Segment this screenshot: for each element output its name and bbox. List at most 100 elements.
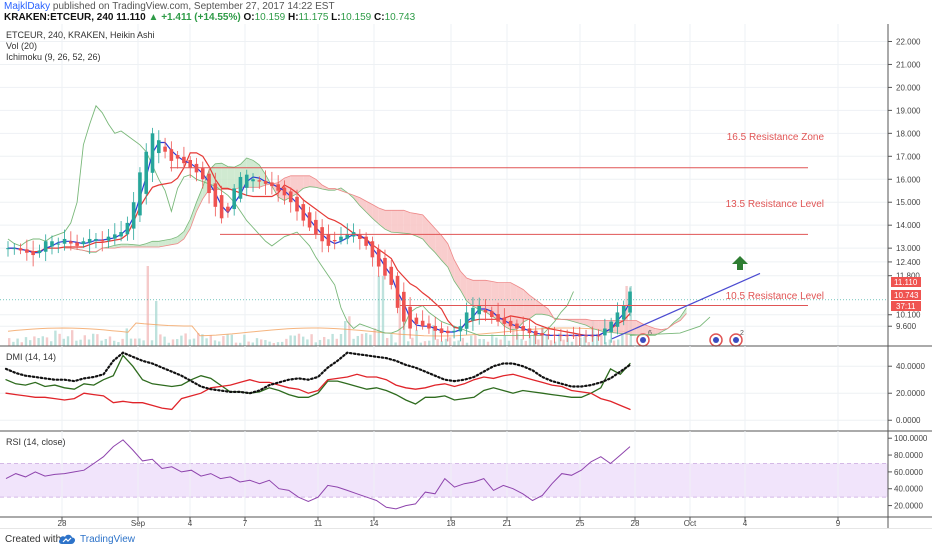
up-arrow-icon[interactable] — [732, 256, 748, 270]
candle — [263, 170, 268, 195]
candle — [615, 302, 620, 335]
rsi-tick-label: 20.0000 — [894, 502, 923, 511]
candle — [43, 234, 48, 262]
time-tick-label: 18 — [447, 519, 456, 528]
event-count: 2 — [740, 330, 744, 337]
candle — [200, 161, 205, 189]
price-tags: 11.110 10.743 37:11 — [891, 277, 921, 311]
candle — [150, 127, 155, 183]
candle — [31, 240, 35, 267]
candle — [376, 244, 381, 277]
rsi-legend: RSI (14, close) — [6, 437, 66, 447]
rsi-tick-label: 60.0000 — [894, 468, 923, 477]
dmi-series-1 — [5, 373, 631, 411]
candle — [131, 192, 136, 240]
candle — [559, 328, 563, 342]
chart-header: MajklDaky published on TradingView.com, … — [0, 0, 932, 24]
published-text: published on TradingView.com, September … — [52, 1, 335, 12]
price-tick-label: 9.600 — [896, 322, 917, 331]
dmi-tick-label: 40.0000 — [896, 362, 925, 371]
price-tick-label: 17.000 — [896, 152, 921, 161]
candle — [244, 169, 249, 197]
ohlc-high: H:11.175 — [287, 12, 329, 23]
candle — [420, 310, 425, 330]
symbol: KRAKEN:ETCEUR, 240 — [4, 12, 114, 23]
footer: Created with TradingView — [0, 528, 932, 551]
event-icon[interactable] — [709, 333, 723, 347]
symbol-info: KRAKEN:ETCEUR, 240 11.110 ▲ +1.411 (+14.… — [4, 12, 415, 23]
candle — [75, 234, 79, 250]
time-tick-label: 9 — [836, 519, 841, 528]
time-tick-label: Sep — [131, 519, 146, 528]
candle — [18, 243, 23, 255]
candle — [596, 329, 601, 341]
candle — [445, 326, 450, 342]
candle — [226, 202, 230, 218]
candles — [6, 127, 632, 347]
candle — [119, 221, 123, 242]
candle — [339, 226, 343, 245]
candle — [408, 297, 412, 339]
candle — [270, 171, 274, 195]
candle — [257, 176, 262, 189]
candle — [358, 229, 362, 250]
trend-line[interactable] — [611, 272, 761, 340]
price-tick-label: 11.800 — [896, 272, 920, 281]
candle — [571, 326, 576, 340]
dmi-lines — [4, 351, 632, 411]
candle — [169, 141, 174, 172]
time-tick-label: 11 — [314, 519, 323, 528]
countdown-tag: 37:11 — [896, 302, 916, 311]
chart-area[interactable]: 16.5 Resistance Zone 13.5 Resistance Lev… — [0, 24, 932, 528]
price-tick-label: 13.000 — [896, 244, 921, 253]
candle — [395, 272, 400, 314]
time-tick-label: 28 — [631, 519, 640, 528]
candle — [326, 224, 331, 253]
candle — [603, 318, 607, 345]
candle — [106, 229, 111, 249]
candle — [565, 329, 569, 342]
rsi-axis[interactable]: 100.0000 80.0000 60.0000 40.0000 20.0000 — [888, 434, 928, 511]
candle — [238, 172, 243, 203]
price-tick-label: 14.000 — [896, 221, 921, 230]
dmi-series-0 — [5, 354, 631, 405]
ohlc-close: C:10.743 — [374, 12, 416, 23]
author-link[interactable]: MajklDaky — [4, 1, 51, 12]
candle — [452, 325, 456, 339]
price-tick-label: 16.000 — [896, 175, 921, 184]
candle — [471, 297, 475, 331]
resistance-label-10-5: 10.5 Resistance Level — [726, 291, 824, 302]
time-axis[interactable]: 28 Sep 4 7 11 14 18 21 25 28 Oct 4 9 — [58, 517, 841, 528]
price-axis[interactable]: 22.000 21.000 20.000 19.000 18.000 17.000 16.0… — [888, 37, 921, 331]
candle — [12, 243, 17, 255]
candle — [433, 316, 438, 340]
time-tick-label: 28 — [58, 519, 67, 528]
time-tick-label: 14 — [370, 519, 379, 528]
candle — [609, 317, 613, 343]
tradingview-brand[interactable]: TradingView — [80, 534, 136, 545]
candle — [584, 329, 588, 343]
candle — [144, 143, 149, 205]
candle — [515, 319, 519, 340]
candle — [521, 316, 525, 340]
candle — [163, 137, 167, 159]
ohlc-low: L:10.159 — [331, 12, 372, 23]
candle — [370, 236, 375, 267]
candle — [301, 198, 306, 227]
dmi-axis[interactable]: 40.0000 20.0000 0.0000 — [888, 362, 925, 425]
price-tick-label: 21.000 — [896, 60, 921, 69]
ichimoku-legend: Ichimoku (9, 26, 52, 26) — [6, 52, 101, 62]
candle — [251, 173, 255, 192]
publish-info: MajklDaky published on TradingView.com, … — [4, 1, 335, 12]
time-tick-label: Oct — [684, 519, 697, 528]
candle — [427, 315, 431, 334]
countdown-tag-bg — [891, 301, 921, 311]
candle — [138, 167, 142, 223]
candle — [508, 315, 513, 334]
candle — [182, 146, 186, 169]
dmi-tick-label: 0.0000 — [896, 416, 921, 425]
candle — [276, 175, 280, 202]
rsi-lines — [5, 439, 631, 510]
rsi-line — [5, 439, 631, 510]
candle — [533, 326, 538, 345]
